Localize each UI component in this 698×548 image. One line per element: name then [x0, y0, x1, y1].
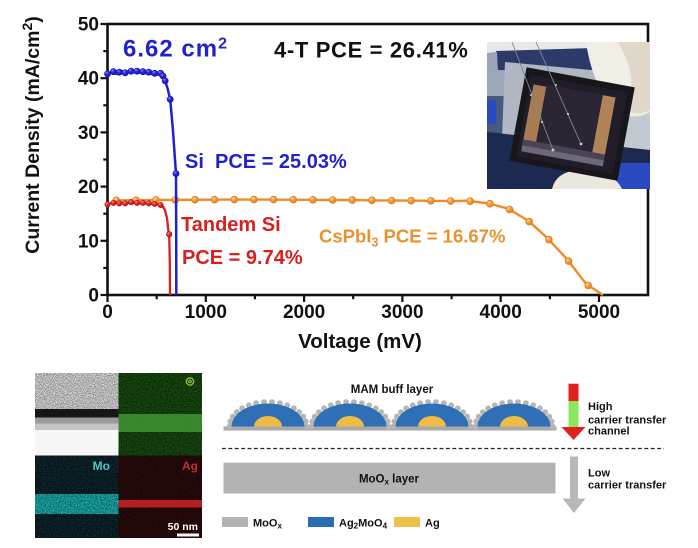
svg-text:2000: 2000: [283, 302, 325, 323]
svg-text:Low: Low: [588, 468, 610, 480]
svg-text:40: 40: [78, 69, 99, 90]
svg-text:50: 50: [78, 15, 99, 36]
svg-text:50 nm: 50 nm: [168, 521, 198, 533]
svg-text:Ag: Ag: [182, 459, 198, 473]
svg-text:10: 10: [78, 231, 99, 252]
svg-text:MoOx layer: MoOx layer: [359, 474, 420, 487]
svg-text:channel: channel: [588, 426, 630, 438]
svg-text:Ag: Ag: [425, 518, 440, 530]
svg-text:carrier transfer: carrier transfer: [588, 415, 667, 427]
svg-text:4000: 4000: [480, 302, 522, 323]
svg-text:6.62 cm2: 6.62 cm2: [123, 36, 228, 63]
svg-text:CsPbI3 PCE = 16.67%: CsPbI3 PCE = 16.67%: [319, 226, 505, 250]
svg-text:4-T PCE = 26.41%: 4-T PCE = 26.41%: [274, 38, 468, 63]
svg-text:Si PCE = 25.03%: Si PCE = 25.03%: [185, 151, 347, 173]
svg-text:High: High: [588, 401, 613, 413]
svg-text:1000: 1000: [185, 302, 227, 323]
svg-text:Tandem Si: Tandem Si: [181, 214, 281, 236]
svg-text:0: 0: [88, 286, 99, 307]
svg-text:MAM buff layer: MAM buff layer: [351, 384, 434, 396]
svg-text:30: 30: [78, 123, 99, 144]
svg-text:Current Density (mA/cm2): Current Density (mA/cm2): [19, 16, 44, 254]
svg-text:MoOx: MoOx: [253, 518, 282, 531]
svg-text:Voltage (mV): Voltage (mV): [298, 330, 422, 353]
svg-text:Ag2MoO4: Ag2MoO4: [339, 518, 388, 531]
svg-text:carrier transfer: carrier transfer: [588, 480, 667, 492]
svg-text:0: 0: [102, 302, 113, 323]
svg-text:3000: 3000: [381, 302, 423, 323]
svg-text:5000: 5000: [578, 302, 620, 323]
svg-text:20: 20: [78, 177, 99, 198]
svg-text:PCE = 9.74%: PCE = 9.74%: [182, 247, 303, 269]
svg-text:Mo: Mo: [93, 459, 110, 473]
